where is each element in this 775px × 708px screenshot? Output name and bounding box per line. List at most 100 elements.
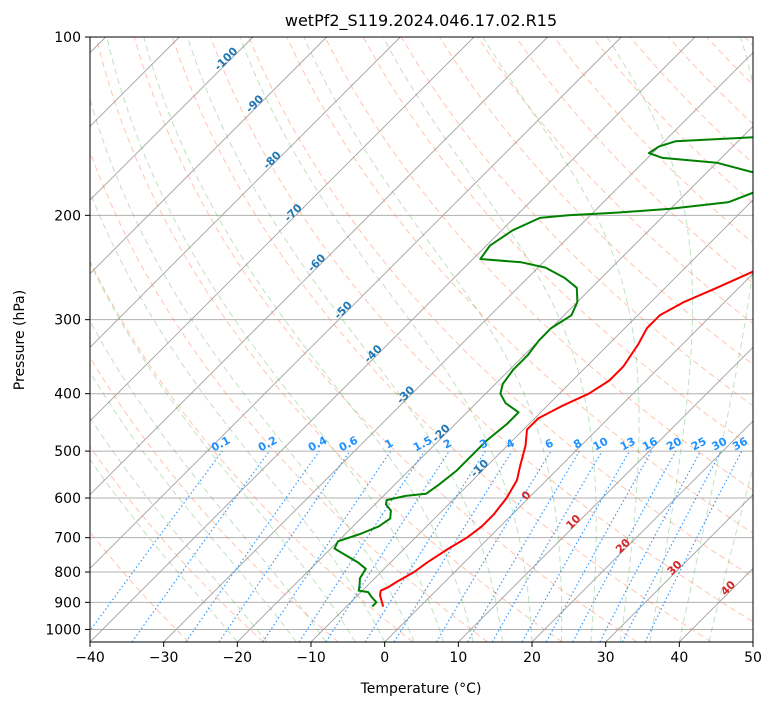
moist-adiabat-line bbox=[90, 458, 238, 642]
dry-adiabat-label: -100 bbox=[212, 44, 241, 73]
x-tick-label: −30 bbox=[149, 650, 179, 666]
isotherm-gridline bbox=[531, 420, 753, 642]
mixing-ratio-line bbox=[545, 450, 653, 642]
y-tick-label: 100 bbox=[54, 30, 81, 46]
moist-adiabat-line bbox=[482, 37, 640, 642]
mixing-ratio-label: 13 bbox=[618, 435, 638, 454]
moist-adiabat-line bbox=[239, 37, 533, 642]
dry-adiabat-line bbox=[706, 37, 753, 86]
moist-adiabat-line bbox=[678, 37, 753, 642]
moist-adiabat-line bbox=[382, 37, 597, 642]
moist-adiabat-line bbox=[106, 37, 445, 642]
isotherm-gridline bbox=[310, 199, 753, 642]
x-axis: −40 −30 −20 −10 0 10 20 30 40 50 bbox=[75, 642, 762, 666]
x-tick-label: −10 bbox=[296, 650, 326, 666]
mixing-ratio-line bbox=[298, 450, 425, 642]
dry-adiabat-line bbox=[324, 37, 753, 491]
dry-adiabat-line bbox=[90, 445, 264, 642]
isotherm-gridline bbox=[90, 37, 475, 422]
y-tick-label: 300 bbox=[54, 313, 81, 329]
mixing-ratio-line bbox=[131, 450, 270, 642]
y-tick-label: 800 bbox=[54, 565, 81, 581]
moist-adiabat-line bbox=[90, 320, 327, 642]
moist-adiabat-line bbox=[606, 37, 694, 642]
mixing-ratio-line bbox=[262, 450, 392, 642]
isotherm-gridline bbox=[90, 37, 401, 348]
moist-adiabat-label: 30 bbox=[665, 558, 685, 578]
dry-adiabat-line bbox=[248, 37, 753, 578]
dry-adiabat-line bbox=[553, 37, 753, 244]
y-tick-label: 200 bbox=[54, 208, 81, 224]
moist-adiabat-line bbox=[303, 37, 563, 642]
isotherm-gridline bbox=[679, 567, 753, 642]
background-lines bbox=[90, 37, 753, 642]
moist-adiabat-line bbox=[187, 37, 503, 642]
line-labels: 0.1 0.2 0.4 0.6 1 1.5 2 3 4 6 8 10 13 16 20 25 30 36-100-… bbox=[209, 44, 750, 598]
moist-adiabat-line bbox=[90, 416, 268, 642]
isotherm-gridline bbox=[237, 125, 753, 642]
moist-adiabat-line bbox=[90, 370, 297, 642]
mixing-ratio-label: 6 bbox=[543, 436, 556, 451]
dry-adiabat-label: -30 bbox=[394, 383, 417, 406]
dry-adiabat-line bbox=[90, 259, 414, 642]
y-tick-label: 700 bbox=[54, 531, 81, 547]
y-axis-label: Pressure (hPa) bbox=[12, 290, 28, 390]
dry-adiabat-line bbox=[286, 37, 753, 534]
series-layer bbox=[333, 136, 753, 608]
dry-adiabat-label: -50 bbox=[332, 298, 355, 321]
mixing-ratio-line bbox=[644, 450, 743, 642]
dry-adiabat-line bbox=[90, 531, 190, 642]
mixing-ratio-line bbox=[393, 450, 513, 642]
y-tick-label: 400 bbox=[54, 387, 81, 403]
dry-adiabat-line bbox=[515, 37, 753, 284]
temperature-series-line bbox=[379, 270, 753, 607]
dry-adiabat-line bbox=[668, 37, 753, 125]
mixing-ratio-line bbox=[90, 450, 223, 632]
mixing-ratio-line bbox=[185, 450, 320, 642]
x-tick-label: 40 bbox=[670, 650, 688, 666]
dry-adiabat-label: -10 bbox=[468, 457, 491, 480]
dry-adiabat-line bbox=[95, 37, 563, 642]
moist-adiabat-line bbox=[90, 97, 415, 642]
plot-frame bbox=[89, 36, 754, 643]
y-tick-label: 900 bbox=[54, 595, 81, 611]
mixing-ratio-label: 30 bbox=[710, 435, 730, 454]
dry-adiabat-label: -60 bbox=[305, 251, 328, 274]
moist-adiabat-line bbox=[143, 37, 474, 642]
dry-adiabat-line bbox=[133, 37, 638, 642]
isotherm-gridline bbox=[458, 346, 753, 642]
isotherm-gridline bbox=[90, 37, 327, 275]
isotherm-gridline bbox=[90, 37, 254, 201]
mixing-ratio-line bbox=[521, 450, 631, 642]
mixing-ratio-line bbox=[572, 450, 677, 642]
moist-adiabat-line bbox=[90, 261, 356, 642]
moist-adiabat-label: 10 bbox=[563, 512, 583, 532]
moist-adiabat-line bbox=[90, 190, 386, 642]
x-tick-label: 0 bbox=[380, 650, 389, 666]
mixing-ratio-line bbox=[466, 450, 580, 642]
dry-adiabat-line bbox=[171, 37, 712, 642]
mixing-ratio-line bbox=[325, 450, 450, 642]
mixing-ratio-label: 10 bbox=[591, 435, 611, 454]
plot-area bbox=[90, 37, 753, 642]
x-tick-label: 20 bbox=[523, 650, 541, 666]
y-axis: 1000 900 800 700 600 500 400 300 200 100 bbox=[45, 30, 90, 638]
isotherm-gridline bbox=[163, 52, 753, 642]
dry-adiabat-line bbox=[90, 150, 488, 642]
dry-adiabat-label: -40 bbox=[362, 342, 385, 365]
x-tick-label: −40 bbox=[75, 650, 105, 666]
mixing-ratio-line bbox=[364, 450, 486, 642]
chart-title: wetPf2_S119.2024.046.17.02.R15 bbox=[285, 11, 557, 31]
moist-adiabat-label: 20 bbox=[613, 536, 633, 556]
dry-adiabat-line bbox=[90, 356, 339, 642]
y-tick-label: 500 bbox=[54, 444, 81, 460]
x-tick-label: 30 bbox=[597, 650, 615, 666]
mixing-ratio-label: 4 bbox=[504, 436, 517, 451]
dry-adiabat-label: -90 bbox=[243, 92, 266, 115]
mixing-ratio-line bbox=[218, 450, 351, 642]
moist-adiabat-line bbox=[708, 465, 753, 642]
dry-adiabat-line bbox=[744, 37, 753, 47]
y-tick-label: 1000 bbox=[45, 622, 81, 638]
x-axis-label: Temperature (°C) bbox=[360, 681, 482, 697]
